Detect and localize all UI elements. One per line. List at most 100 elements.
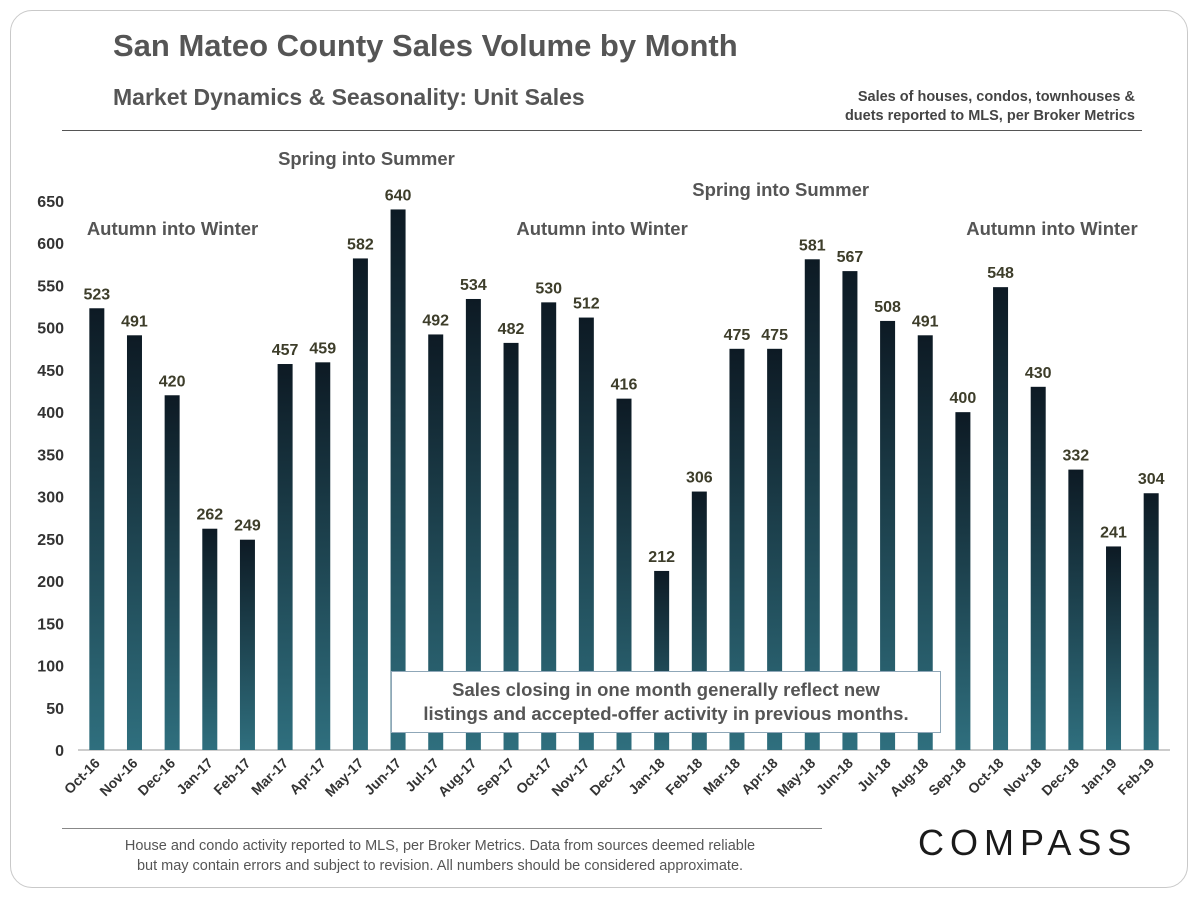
value-label: 304 [1138,471,1165,488]
season-annotation: Autumn into Winter [516,218,687,239]
x-tick-label: Aug-17 [435,755,480,800]
value-label: 512 [573,296,600,313]
bar-jul-18 [880,320,896,750]
source-note-line-2: duets reported to MLS, per Broker Metric… [844,108,1135,124]
y-tick-label: 450 [37,363,64,380]
season-annotation: Spring into Summer [278,148,455,169]
y-tick-label: 550 [37,278,64,295]
value-label: 534 [460,277,487,294]
compass-logo: COMPASS [918,822,1138,863]
y-tick-label: 300 [37,490,64,507]
x-tick-label: Oct-16 [61,755,103,797]
season-annotation: Autumn into Winter [87,218,258,239]
y-tick-label: 0 [55,743,64,760]
bar-sep-18 [955,412,971,750]
value-labels-group: 523 491 420 262 249 457 459 582 640 492 534 482 530 5… [83,187,1164,565]
x-tick-label: Jan-19 [1077,755,1120,798]
y-tick-label: 400 [37,405,64,422]
callout-box: Sales closing in one month generally ref… [391,671,941,733]
value-label: 530 [535,280,562,297]
bar-jun-17 [390,209,406,750]
x-tick-label: Nov-18 [1000,755,1044,799]
y-tick-label: 100 [37,659,64,676]
bar-mar-18 [729,348,745,750]
annotations-group: Autumn into Winter Spring into Summer Autu… [87,148,1138,239]
bar-dec-16 [164,395,180,750]
bar-dec-17 [616,398,632,750]
x-tick-label: Apr-18 [738,755,781,798]
y-tick-label: 350 [37,447,64,464]
value-label: 482 [498,321,525,338]
value-label: 567 [837,249,864,266]
x-tick-label: Aug-18 [886,755,931,800]
value-label: 420 [159,373,186,390]
x-tick-label: Feb-18 [662,755,705,798]
bar-apr-17 [315,362,331,750]
x-tick-label: Apr-17 [286,755,329,798]
x-tick-label: Dec-17 [586,755,630,799]
bar-sep-17 [503,342,519,750]
x-tick-label: Jan-18 [625,755,668,798]
bar-jun-18 [842,271,858,750]
x-tick-label: Sep-17 [473,755,517,799]
footer-line-1: House and condo activity reported to MLS… [124,838,756,854]
value-label: 508 [874,299,901,316]
footer-note: House and condo activity reported to MLS… [60,836,820,876]
x-tick-label: May-18 [774,755,819,800]
bar-may-17 [352,258,368,750]
bar-mar-17 [277,364,293,750]
x-tick-label: Feb-19 [1114,755,1157,798]
value-label: 241 [1100,524,1127,541]
bar-dec-18 [1068,469,1084,750]
bar-oct-17 [541,302,557,750]
x-tick-label: Nov-16 [96,755,140,799]
value-label: 491 [121,313,148,330]
bar-jul-17 [428,334,444,750]
x-tick-label: May-17 [322,755,367,800]
y-tick-label: 250 [37,532,64,549]
value-label: 430 [1025,365,1052,382]
value-label: 416 [611,377,638,394]
y-tick-label: 650 [37,194,64,211]
x-tick-label: Mar-17 [248,755,291,798]
bars-group [89,209,1159,750]
value-label: 548 [987,265,1014,282]
bar-jan-19 [1106,546,1122,750]
value-label: 491 [912,313,939,330]
x-tick-label: Sep-18 [925,755,969,799]
bar-may-18 [804,259,820,750]
bar-oct-18 [993,287,1009,750]
y-tick-label: 150 [37,616,64,633]
x-tick-label: Jan-17 [173,755,216,798]
bar-oct-16 [89,308,105,750]
page-title: San Mateo County Sales Volume by Month [113,28,738,63]
bar-jan-17 [202,528,218,750]
value-label: 475 [761,327,788,344]
value-label: 306 [686,470,713,487]
bar-feb-17 [239,539,255,750]
value-label: 475 [724,327,751,344]
y-tick-label: 200 [37,574,64,591]
season-annotation: Autumn into Winter [966,218,1137,239]
x-tick-label: Mar-18 [700,755,743,798]
footer-line-2: but may contain errors and subject to re… [136,858,744,874]
value-label: 249 [234,518,261,535]
bar-aug-17 [465,298,481,750]
y-tick-label: 50 [46,701,64,718]
bar-aug-18 [917,335,933,750]
x-tick-label: Dec-18 [1038,755,1082,799]
value-label: 212 [648,549,675,566]
x-tick-label: Oct-18 [965,755,1007,797]
bar-apr-18 [767,348,783,750]
x-tick-label: Dec-16 [134,755,178,799]
value-label: 640 [385,187,412,204]
bar-feb-19 [1143,493,1159,750]
y-tick-label: 600 [37,236,64,253]
value-label: 492 [422,312,449,329]
value-label: 459 [309,340,336,357]
source-note: Sales of houses, condos, townhouses & du… [770,88,1135,126]
value-label: 457 [272,342,299,359]
x-tick-label: Nov-17 [548,755,592,799]
value-label: 262 [196,507,223,524]
